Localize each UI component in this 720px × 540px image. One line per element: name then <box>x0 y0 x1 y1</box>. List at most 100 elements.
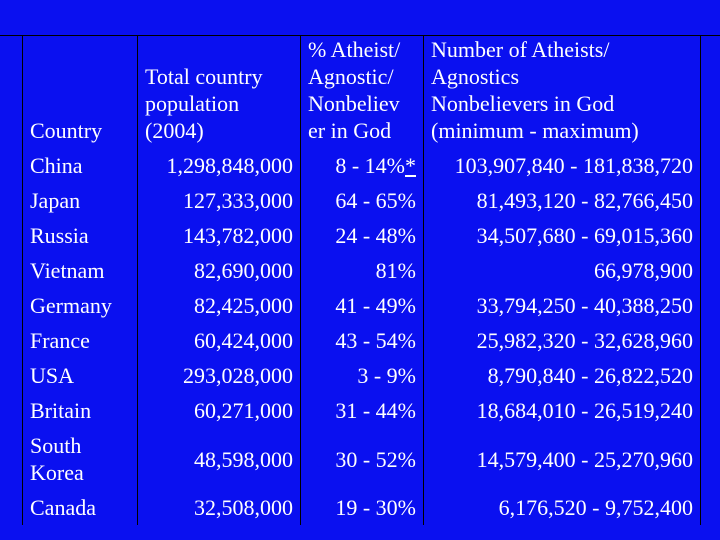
header-text: (2004) <box>145 118 204 143</box>
cell-text: 34,507,680 - 69,015,360 <box>476 223 693 248</box>
table-cell: 81% <box>300 253 424 288</box>
cell-text: 81% <box>375 258 416 283</box>
table-cell: France <box>22 323 138 358</box>
cell-text: Vietnam <box>30 258 105 283</box>
table-cell: Vietnam <box>22 253 138 288</box>
table-row: Germany 82,425,000 41 - 49% 33,794,250 - 40… <box>22 288 701 323</box>
rule-line <box>0 35 720 36</box>
cell-text: 19 - 30% <box>335 495 416 520</box>
cell-text: 293,028,000 <box>183 363 293 388</box>
table-cell: 103,907,840 - 181,838,720 <box>423 148 701 183</box>
table-cell: Russia <box>22 218 138 253</box>
table-row: Britain 60,271,000 31 - 44% 18,684,010 - 26… <box>22 393 701 428</box>
header-text: Country <box>30 118 103 143</box>
cell-text: 6,176,520 - 9,752,400 <box>498 495 693 520</box>
header-text: Total country <box>145 64 263 89</box>
table-header: Country Total country population (2004)% At… <box>22 36 701 148</box>
cell-text: 60,424,000 <box>194 328 293 353</box>
table-cell: Britain <box>22 393 138 428</box>
cell-text: USA <box>30 363 75 388</box>
table-row: China 1,298,848,000 8 - 14%* 103,907,840 - … <box>22 148 701 183</box>
cell-text: Japan <box>30 188 81 213</box>
table-cell: 32,508,000 <box>137 490 301 525</box>
cell-text: 8 - 14% <box>335 153 405 178</box>
table-cell: 82,425,000 <box>137 288 301 323</box>
table-cell: USA <box>22 358 138 393</box>
cell-text: 127,333,000 <box>183 188 293 213</box>
header-text: Number of Atheists/ <box>431 37 610 62</box>
table-cell: 48,598,000 <box>137 428 301 490</box>
table-cell: 60,424,000 <box>137 323 301 358</box>
cell-text: 82,690,000 <box>194 258 293 283</box>
cell-text: China <box>30 153 83 178</box>
table-cell: 14,579,400 - 25,270,960 <box>423 428 701 490</box>
table-cell: 24 - 48% <box>300 218 424 253</box>
cell-text: 33,794,250 - 40,388,250 <box>476 293 693 318</box>
header-row: Country Total country population (2004)% At… <box>22 36 701 148</box>
table-cell: 81,493,120 - 82,766,450 <box>423 183 701 218</box>
table-cell: 31 - 44% <box>300 393 424 428</box>
table-cell: 6,176,520 - 9,752,400 <box>423 490 701 525</box>
header-cell: % Atheist/Agnostic/Nonbeliev er in God <box>300 36 424 148</box>
cell-text: 103,907,840 - 181,838,720 <box>454 153 693 178</box>
table-cell: 8 - 14%* <box>300 148 424 183</box>
table-cell: 82,690,000 <box>137 253 301 288</box>
cell-text: 8,790,840 - 26,822,520 <box>487 363 693 388</box>
table-cell: South Korea <box>22 428 138 490</box>
cell-text: Britain <box>30 398 92 423</box>
header-text: Nonbelievers in God <box>431 91 615 116</box>
table-cell: 8,790,840 - 26,822,520 <box>423 358 701 393</box>
table-cell: 43 - 54% <box>300 323 424 358</box>
cell-text: Canada <box>30 495 96 520</box>
header-text: Agnostics <box>431 64 519 89</box>
table-cell: 34,507,680 - 69,015,360 <box>423 218 701 253</box>
cell-text: 143,782,000 <box>183 223 293 248</box>
cell-text: 60,271,000 <box>194 398 293 423</box>
header-cell: Country <box>22 36 138 148</box>
header-cell: Total country population (2004) <box>137 36 301 148</box>
cell-text: Russia <box>30 223 89 248</box>
cell-text: 25,982,320 - 32,628,960 <box>476 328 693 353</box>
table-row: Russia 143,782,000 24 - 48% 34,507,680 - 69… <box>22 218 701 253</box>
header-text: % Atheist/ <box>308 37 401 62</box>
table-cell: 1,298,848,000 <box>137 148 301 183</box>
cell-text: 81,493,120 - 82,766,450 <box>476 188 693 213</box>
cell-text: 14,579,400 - 25,270,960 <box>476 446 693 472</box>
table-row: USA 293,028,000 3 - 9% 8,790,840 - 26,822,5… <box>22 358 701 393</box>
table-cell: 41 - 49% <box>300 288 424 323</box>
table-cell: 3 - 9% <box>300 358 424 393</box>
cell-text: 31 - 44% <box>335 398 416 423</box>
header-text: er in God <box>308 118 392 143</box>
cell-text: 64 - 65% <box>335 188 416 213</box>
header-cell: Number of Atheists/Agnostics Nonbelievers… <box>423 36 701 148</box>
table-cell: Canada <box>22 490 138 525</box>
header-text: Agnostic/ <box>308 64 394 89</box>
table-row: Canada 32,508,000 19 - 30% 6,176,520 - 9,75… <box>22 490 701 525</box>
cell-text: 3 - 9% <box>357 363 416 388</box>
cell-text: 82,425,000 <box>194 293 293 318</box>
table-cell: Germany <box>22 288 138 323</box>
table-row: Vietnam 82,690,000 81% 66,978,900 <box>22 253 701 288</box>
table-cell: 293,028,000 <box>137 358 301 393</box>
cell-text: France <box>30 328 90 353</box>
table-cell: 66,978,900 <box>423 253 701 288</box>
table-cell: 19 - 30% <box>300 490 424 525</box>
table-cell: 18,684,010 - 26,519,240 <box>423 393 701 428</box>
cell-text: 32,508,000 <box>194 495 293 520</box>
footnote-link[interactable]: * <box>405 153 416 178</box>
table-cell: 64 - 65% <box>300 183 424 218</box>
cell-text: 41 - 49% <box>335 293 416 318</box>
table-row: France 60,424,000 43 - 54% 25,982,320 - 32,… <box>22 323 701 358</box>
table-cell: Japan <box>22 183 138 218</box>
table-cell: 25,982,320 - 32,628,960 <box>423 323 701 358</box>
header-text: (minimum - maximum) <box>431 118 639 143</box>
cell-text: Germany <box>30 293 112 318</box>
cell-text: 43 - 54% <box>335 328 416 353</box>
header-text: Nonbeliev <box>308 91 400 116</box>
header-text: population <box>145 91 240 116</box>
data-table: Country Total country population (2004)% At… <box>22 36 701 525</box>
cell-text: 48,598,000 <box>194 446 293 472</box>
cell-text: 24 - 48% <box>335 223 416 248</box>
cell-text: South Korea <box>30 433 84 485</box>
